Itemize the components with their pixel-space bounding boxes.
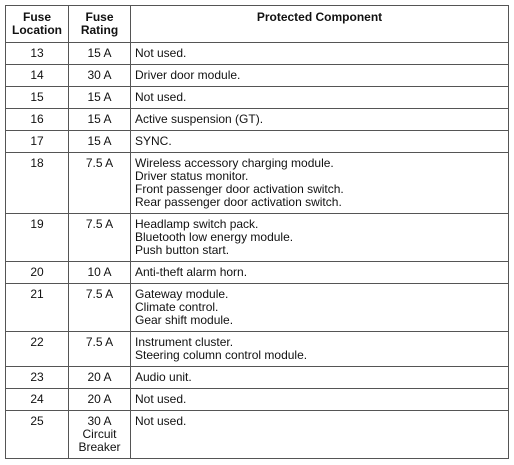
header-row: Fuse Location Fuse Rating Protected Comp… bbox=[5, 5, 509, 43]
header-location-line-1: Fuse bbox=[22, 10, 51, 24]
protected-component-cell: Wireless accessory charging module. Drive… bbox=[130, 152, 509, 214]
fuse-rating-cell: 7.5 A bbox=[68, 213, 131, 262]
fuse-rating-line: 7.5 A bbox=[85, 156, 114, 170]
protected-component-line: Instrument cluster. bbox=[135, 335, 234, 349]
fuse-rating-cell: 30 A bbox=[68, 64, 131, 87]
table-row: 13 15 A Not used. bbox=[5, 42, 509, 65]
table-row: 25 30 A Circuit Breaker Not used. bbox=[5, 410, 509, 459]
fuse-rating-cell: 20 A bbox=[68, 366, 131, 389]
table-row: 22 7.5 A Instrument cluster. Steering colum… bbox=[5, 331, 509, 367]
fuse-table: Fuse Location Fuse Rating Protected Comp… bbox=[5, 5, 509, 459]
table-row: 21 7.5 A Gateway module. Climate control. Ge… bbox=[5, 283, 509, 332]
header-rating-line-2: Rating bbox=[80, 23, 119, 37]
fuse-rating-line: 30 A bbox=[87, 414, 112, 428]
protected-component-cell: Anti-theft alarm horn. bbox=[130, 261, 509, 284]
protected-component-cell: Audio unit. bbox=[130, 366, 509, 389]
table-row: 24 20 A Not used. bbox=[5, 388, 509, 411]
fuse-rating-line: 7.5 A bbox=[85, 287, 114, 301]
fuse-location-cell: 15 bbox=[5, 86, 69, 109]
fuse-table-body: 13 15 A Not used. 14 30 A Driver door module.… bbox=[5, 42, 509, 459]
fuse-rating-line: 7.5 A bbox=[85, 217, 114, 231]
table-row: 19 7.5 A Headlamp switch pack. Bluetooth lo… bbox=[5, 213, 509, 262]
protected-component-cell: Not used. bbox=[130, 86, 509, 109]
protected-component-cell: Not used. bbox=[130, 42, 509, 65]
fuse-rating-line: Circuit bbox=[82, 427, 117, 441]
fuse-location-cell: 19 bbox=[5, 213, 69, 262]
protected-component-cell: Instrument cluster. Steering column contr… bbox=[130, 331, 509, 367]
protected-component-line: Driver status monitor. bbox=[135, 169, 249, 183]
protected-component-cell: SYNC. bbox=[130, 130, 509, 153]
protected-component-line: Not used. bbox=[135, 414, 187, 428]
header-protected-component: Protected Component bbox=[130, 5, 509, 43]
protected-component-line: Front passenger door activation switch. bbox=[135, 182, 344, 196]
header-rating-line-1: Fuse bbox=[85, 10, 114, 24]
table-row: 20 10 A Anti-theft alarm horn. bbox=[5, 261, 509, 284]
fuse-location-cell: 16 bbox=[5, 108, 69, 131]
fuse-rating-line: 15 A bbox=[87, 46, 112, 60]
protected-component-line: SYNC. bbox=[135, 134, 172, 148]
fuse-rating-line: 30 A bbox=[87, 68, 112, 82]
protected-component-cell: Driver door module. bbox=[130, 64, 509, 87]
fuse-rating-line: 15 A bbox=[87, 112, 112, 126]
protected-component-line: Driver door module. bbox=[135, 68, 241, 82]
fuse-location-cell: 21 bbox=[5, 283, 69, 332]
fuse-table-container: Fuse Location Fuse Rating Protected Comp… bbox=[5, 5, 509, 459]
fuse-rating-cell: 7.5 A bbox=[68, 152, 131, 214]
protected-component-line: Gateway module. bbox=[135, 287, 229, 301]
fuse-location-cell: 14 bbox=[5, 64, 69, 87]
protected-component-cell: Not used. bbox=[130, 410, 509, 459]
table-row: 14 30 A Driver door module. bbox=[5, 64, 509, 87]
protected-component-cell: Not used. bbox=[130, 388, 509, 411]
fuse-location-cell: 22 bbox=[5, 331, 69, 367]
protected-component-line: Anti-theft alarm horn. bbox=[135, 265, 248, 279]
protected-component-cell: Gateway module. Climate control. Gear shif… bbox=[130, 283, 509, 332]
header-fuse-rating: Fuse Rating bbox=[68, 5, 131, 43]
protected-component-line: Climate control. bbox=[135, 300, 219, 314]
fuse-rating-cell: 20 A bbox=[68, 388, 131, 411]
protected-component-line: Audio unit. bbox=[135, 370, 192, 384]
fuse-rating-cell: 7.5 A bbox=[68, 283, 131, 332]
protected-component-line: Steering column control module. bbox=[135, 348, 308, 362]
fuse-rating-cell: 30 A Circuit Breaker bbox=[68, 410, 131, 459]
fuse-rating-line: 20 A bbox=[87, 370, 112, 384]
fuse-rating-line: 15 A bbox=[87, 134, 112, 148]
fuse-rating-cell: 7.5 A bbox=[68, 331, 131, 367]
fuse-rating-line: Breaker bbox=[78, 440, 121, 454]
fuse-rating-cell: 10 A bbox=[68, 261, 131, 284]
protected-component-line: Not used. bbox=[135, 392, 187, 406]
fuse-rating-line: 10 A bbox=[87, 265, 112, 279]
fuse-location-cell: 13 bbox=[5, 42, 69, 65]
protected-component-line: Wireless accessory charging module. bbox=[135, 156, 334, 170]
fuse-rating-line: 7.5 A bbox=[85, 335, 114, 349]
fuse-location-cell: 25 bbox=[5, 410, 69, 459]
table-row: 23 20 A Audio unit. bbox=[5, 366, 509, 389]
fuse-rating-cell: 15 A bbox=[68, 108, 131, 131]
fuse-rating-line: 20 A bbox=[87, 392, 112, 406]
fuse-rating-line: 15 A bbox=[87, 90, 112, 104]
header-fuse-location: Fuse Location bbox=[5, 5, 69, 43]
protected-component-line: Active suspension (GT). bbox=[135, 112, 264, 126]
header-location-line-2: Location bbox=[12, 23, 62, 37]
table-row: 18 7.5 A Wireless accessory charging modul… bbox=[5, 152, 509, 214]
protected-component-line: Rear passenger door activation switch. bbox=[135, 195, 342, 209]
protected-component-cell: Headlamp switch pack. Bluetooth low energ… bbox=[130, 213, 509, 262]
table-row: 17 15 A SYNC. bbox=[5, 130, 509, 153]
protected-component-cell: Active suspension (GT). bbox=[130, 108, 509, 131]
fuse-location-cell: 24 bbox=[5, 388, 69, 411]
table-row: 15 15 A Not used. bbox=[5, 86, 509, 109]
fuse-location-cell: 17 bbox=[5, 130, 69, 153]
protected-component-line: Gear shift module. bbox=[135, 313, 234, 327]
fuse-location-cell: 20 bbox=[5, 261, 69, 284]
table-row: 16 15 A Active suspension (GT). bbox=[5, 108, 509, 131]
protected-component-line: Headlamp switch pack. bbox=[135, 217, 259, 231]
fuse-rating-cell: 15 A bbox=[68, 130, 131, 153]
fuse-rating-cell: 15 A bbox=[68, 86, 131, 109]
fuse-location-cell: 18 bbox=[5, 152, 69, 214]
protected-component-line: Bluetooth low energy module. bbox=[135, 230, 294, 244]
protected-component-line: Push button start. bbox=[135, 243, 230, 257]
protected-component-line: Not used. bbox=[135, 46, 187, 60]
fuse-location-cell: 23 bbox=[5, 366, 69, 389]
fuse-rating-cell: 15 A bbox=[68, 42, 131, 65]
protected-component-line: Not used. bbox=[135, 90, 187, 104]
